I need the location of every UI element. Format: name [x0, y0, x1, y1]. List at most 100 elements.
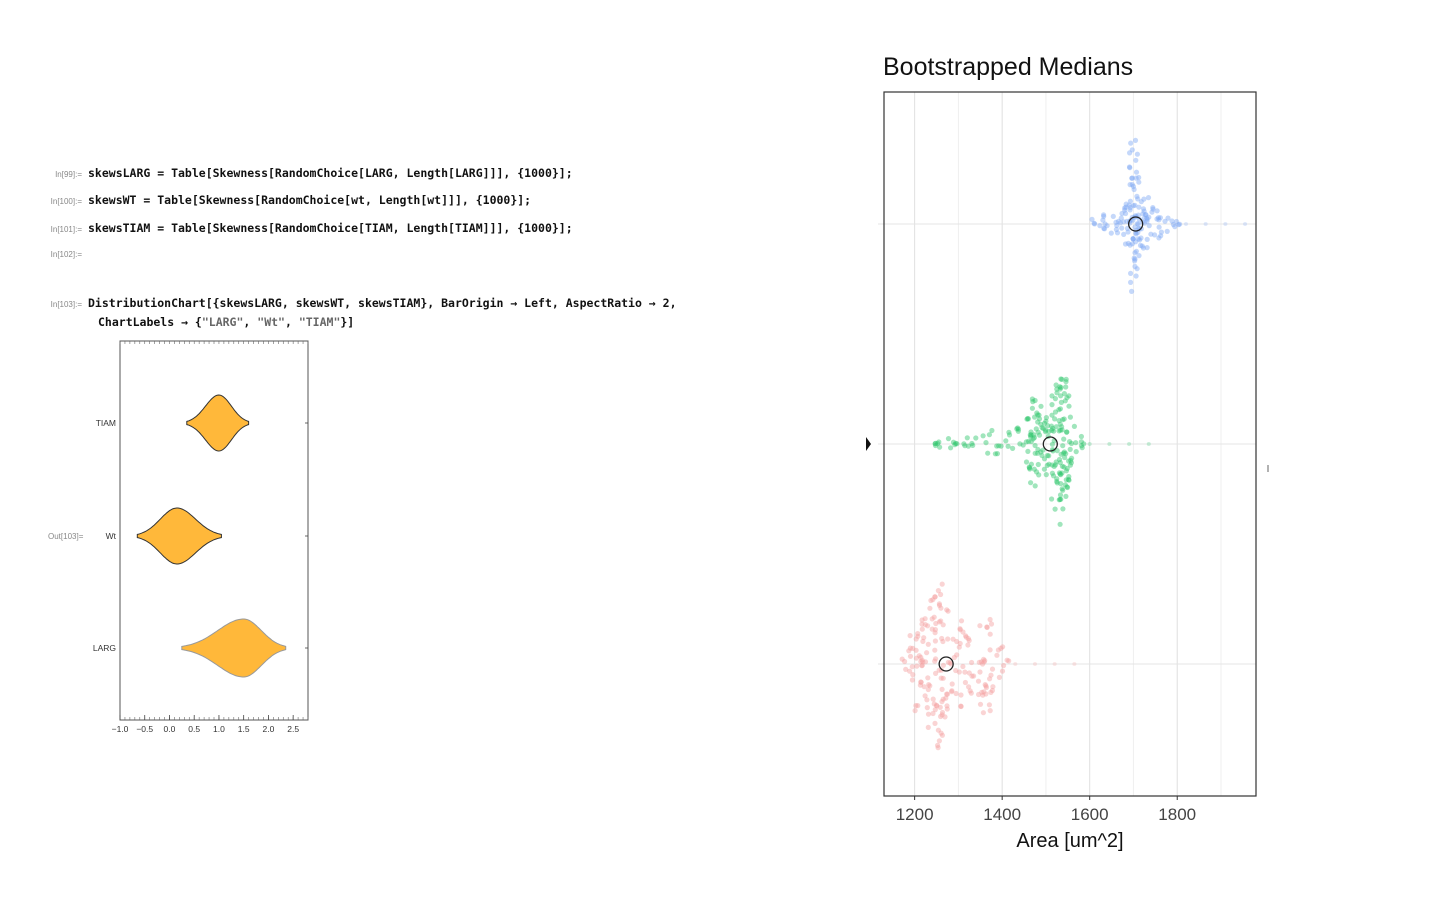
- data-point: [909, 664, 915, 670]
- data-point: [1063, 468, 1069, 474]
- point-cloud: [932, 376, 1151, 527]
- data-point: [1121, 219, 1127, 225]
- x-tick-label: 1600: [1071, 805, 1109, 824]
- data-point: [1058, 451, 1064, 457]
- outlier-point: [1087, 442, 1092, 446]
- data-point: [1136, 179, 1142, 185]
- data-point: [988, 621, 995, 627]
- data-point: [938, 730, 944, 736]
- data-point: [979, 689, 985, 695]
- input-cell-103[interactable]: In[103]:= DistributionChart[{skewsLARG, …: [0, 296, 677, 310]
- data-point: [1157, 215, 1163, 221]
- data-point: [965, 636, 971, 642]
- data-point: [1135, 196, 1141, 202]
- data-point: [1133, 175, 1139, 181]
- data-point: [1141, 208, 1147, 214]
- data-point: [1058, 384, 1064, 391]
- data-point: [980, 692, 986, 698]
- data-point: [1071, 423, 1077, 429]
- data-point: [932, 647, 938, 653]
- cell-code-line-2[interactable]: ChartLabels → {"LARG", "Wt", "TIAM"}]: [98, 315, 355, 329]
- data-point: [1128, 140, 1134, 146]
- data-point: [907, 668, 913, 674]
- data-point: [1067, 462, 1073, 468]
- data-point: [992, 451, 998, 457]
- data-point: [945, 659, 951, 665]
- data-point: [1175, 222, 1182, 228]
- data-point: [1123, 201, 1129, 207]
- data-point: [1133, 273, 1139, 279]
- data-point: [981, 689, 987, 695]
- data-point: [971, 673, 977, 679]
- data-point: [984, 624, 990, 631]
- data-point: [990, 684, 996, 690]
- data-point: [969, 440, 975, 447]
- data-point: [1081, 441, 1087, 447]
- data-point: [918, 679, 924, 685]
- data-point: [1064, 465, 1070, 472]
- data-point: [945, 436, 952, 442]
- data-point: [903, 666, 909, 673]
- data-point: [1057, 492, 1064, 498]
- x-tick-label: 1.0: [213, 724, 225, 734]
- data-point: [925, 686, 931, 693]
- data-point: [925, 711, 932, 717]
- data-point: [1078, 433, 1084, 440]
- data-point: [1061, 391, 1067, 397]
- data-point: [1122, 241, 1129, 247]
- input-cell-101[interactable]: In[101]:= skewsTIAM = Table[Skewness[Ran…: [0, 221, 573, 235]
- data-point: [969, 673, 975, 679]
- data-point: [928, 597, 934, 604]
- data-point: [954, 441, 960, 447]
- input-cell-100[interactable]: In[100]:= skewsWT = Table[Skewness[Rando…: [0, 193, 531, 207]
- cell-code[interactable]: skewsLARG = Table[Skewness[RandomChoice[…: [88, 166, 573, 180]
- data-point: [1135, 212, 1141, 218]
- data-point: [1058, 496, 1064, 502]
- data-point: [1035, 412, 1041, 418]
- data-point: [1150, 205, 1156, 211]
- data-point: [922, 659, 929, 665]
- data-point: [1061, 436, 1067, 442]
- input-cell-102[interactable]: In[102]:=: [0, 250, 88, 259]
- data-point: [1132, 263, 1138, 270]
- data-point: [1148, 231, 1154, 237]
- data-point: [1131, 186, 1137, 193]
- cell-label: In[100]:=: [50, 197, 82, 206]
- data-point: [1129, 288, 1135, 294]
- data-point: [1044, 462, 1050, 468]
- data-point: [937, 704, 943, 710]
- data-point: [1137, 242, 1144, 248]
- input-cell-99[interactable]: In[99]:= skewsLARG = Table[Skewness[Rand…: [0, 166, 573, 180]
- data-point: [1041, 456, 1048, 462]
- data-point: [1053, 382, 1059, 388]
- data-point: [1162, 218, 1168, 224]
- data-point: [1028, 438, 1034, 445]
- data-point: [912, 708, 918, 714]
- data-point: [1058, 393, 1064, 399]
- data-point: [944, 703, 950, 709]
- cell-code[interactable]: skewsWT = Table[Skewness[RandomChoice[wt…: [88, 193, 532, 207]
- data-point: [1060, 506, 1066, 512]
- data-point: [1052, 409, 1059, 415]
- data-point: [1015, 426, 1022, 432]
- data-point: [935, 742, 941, 749]
- data-point: [938, 713, 944, 720]
- data-point: [1057, 427, 1063, 433]
- data-point: [1028, 461, 1034, 467]
- data-point: [1034, 410, 1040, 416]
- distribution-chart[interactable]: −1.0 −0.5 0.0 0.5 1.0 1.5 2.0 2.5 TIAM Wt LARG: [80, 335, 320, 740]
- point-cloud: [899, 581, 1077, 751]
- data-point: [1127, 182, 1133, 188]
- cell-code[interactable]: skewsTIAM = Table[Skewness[RandomChoice[…: [88, 221, 573, 235]
- cell-code-line-1[interactable]: DistributionChart[{skewsLARG, skewsWT, s…: [88, 296, 677, 310]
- data-point: [1046, 461, 1052, 467]
- data-point: [920, 659, 926, 665]
- data-point: [1154, 216, 1160, 222]
- data-point: [952, 442, 958, 448]
- input-cell-103-continuation[interactable]: ChartLabels → {"LARG", "Wt", "TIAM"}]: [98, 315, 354, 329]
- data-point: [963, 634, 969, 640]
- data-point: [1115, 218, 1122, 224]
- data-point: [1132, 250, 1138, 256]
- data-point: [1126, 164, 1133, 170]
- data-point: [1158, 229, 1164, 235]
